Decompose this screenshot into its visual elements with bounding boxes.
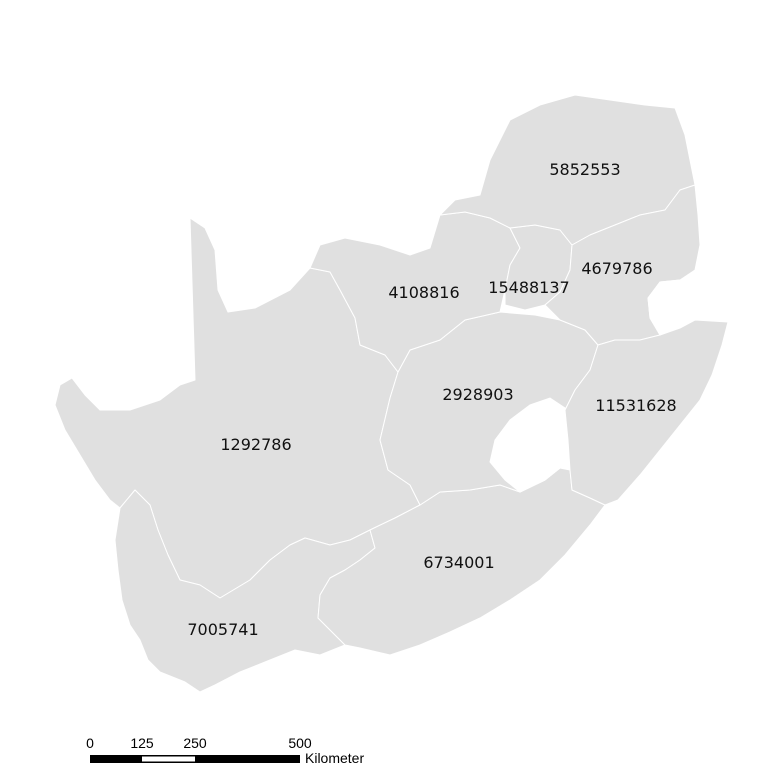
label-eastern-cape: 6734001: [423, 553, 494, 572]
scale-seg-3: [195, 756, 300, 762]
scale-tick-125: 125: [130, 735, 154, 751]
label-western-cape: 7005741: [187, 620, 258, 639]
scale-tick-0: 0: [86, 735, 94, 751]
label-north-west: 4108816: [388, 283, 459, 302]
eswatini-hole: [647, 279, 691, 336]
label-limpopo: 5852553: [549, 160, 620, 179]
scale-bar: 0 125 250 500 Kilometer: [86, 735, 364, 766]
region-labels: 5852553 4108816 15488137 4679786 2928903…: [187, 160, 676, 639]
scale-tick-250: 250: [183, 735, 207, 751]
label-kwazulu-natal: 11531628: [595, 396, 676, 415]
scale-tick-500: 500: [288, 735, 312, 751]
label-gauteng: 15488137: [488, 278, 569, 297]
scale-seg-2: [142, 756, 195, 762]
scale-seg-1: [90, 756, 142, 762]
region-kwazulu-natal[interactable]: [564, 319, 729, 506]
scale-unit: Kilometer: [305, 750, 364, 766]
south-africa-map: [54, 94, 729, 693]
label-free-state: 2928903: [442, 385, 513, 404]
label-northern-cape: 1292786: [220, 435, 291, 454]
label-mpumalanga: 4679786: [581, 259, 652, 278]
